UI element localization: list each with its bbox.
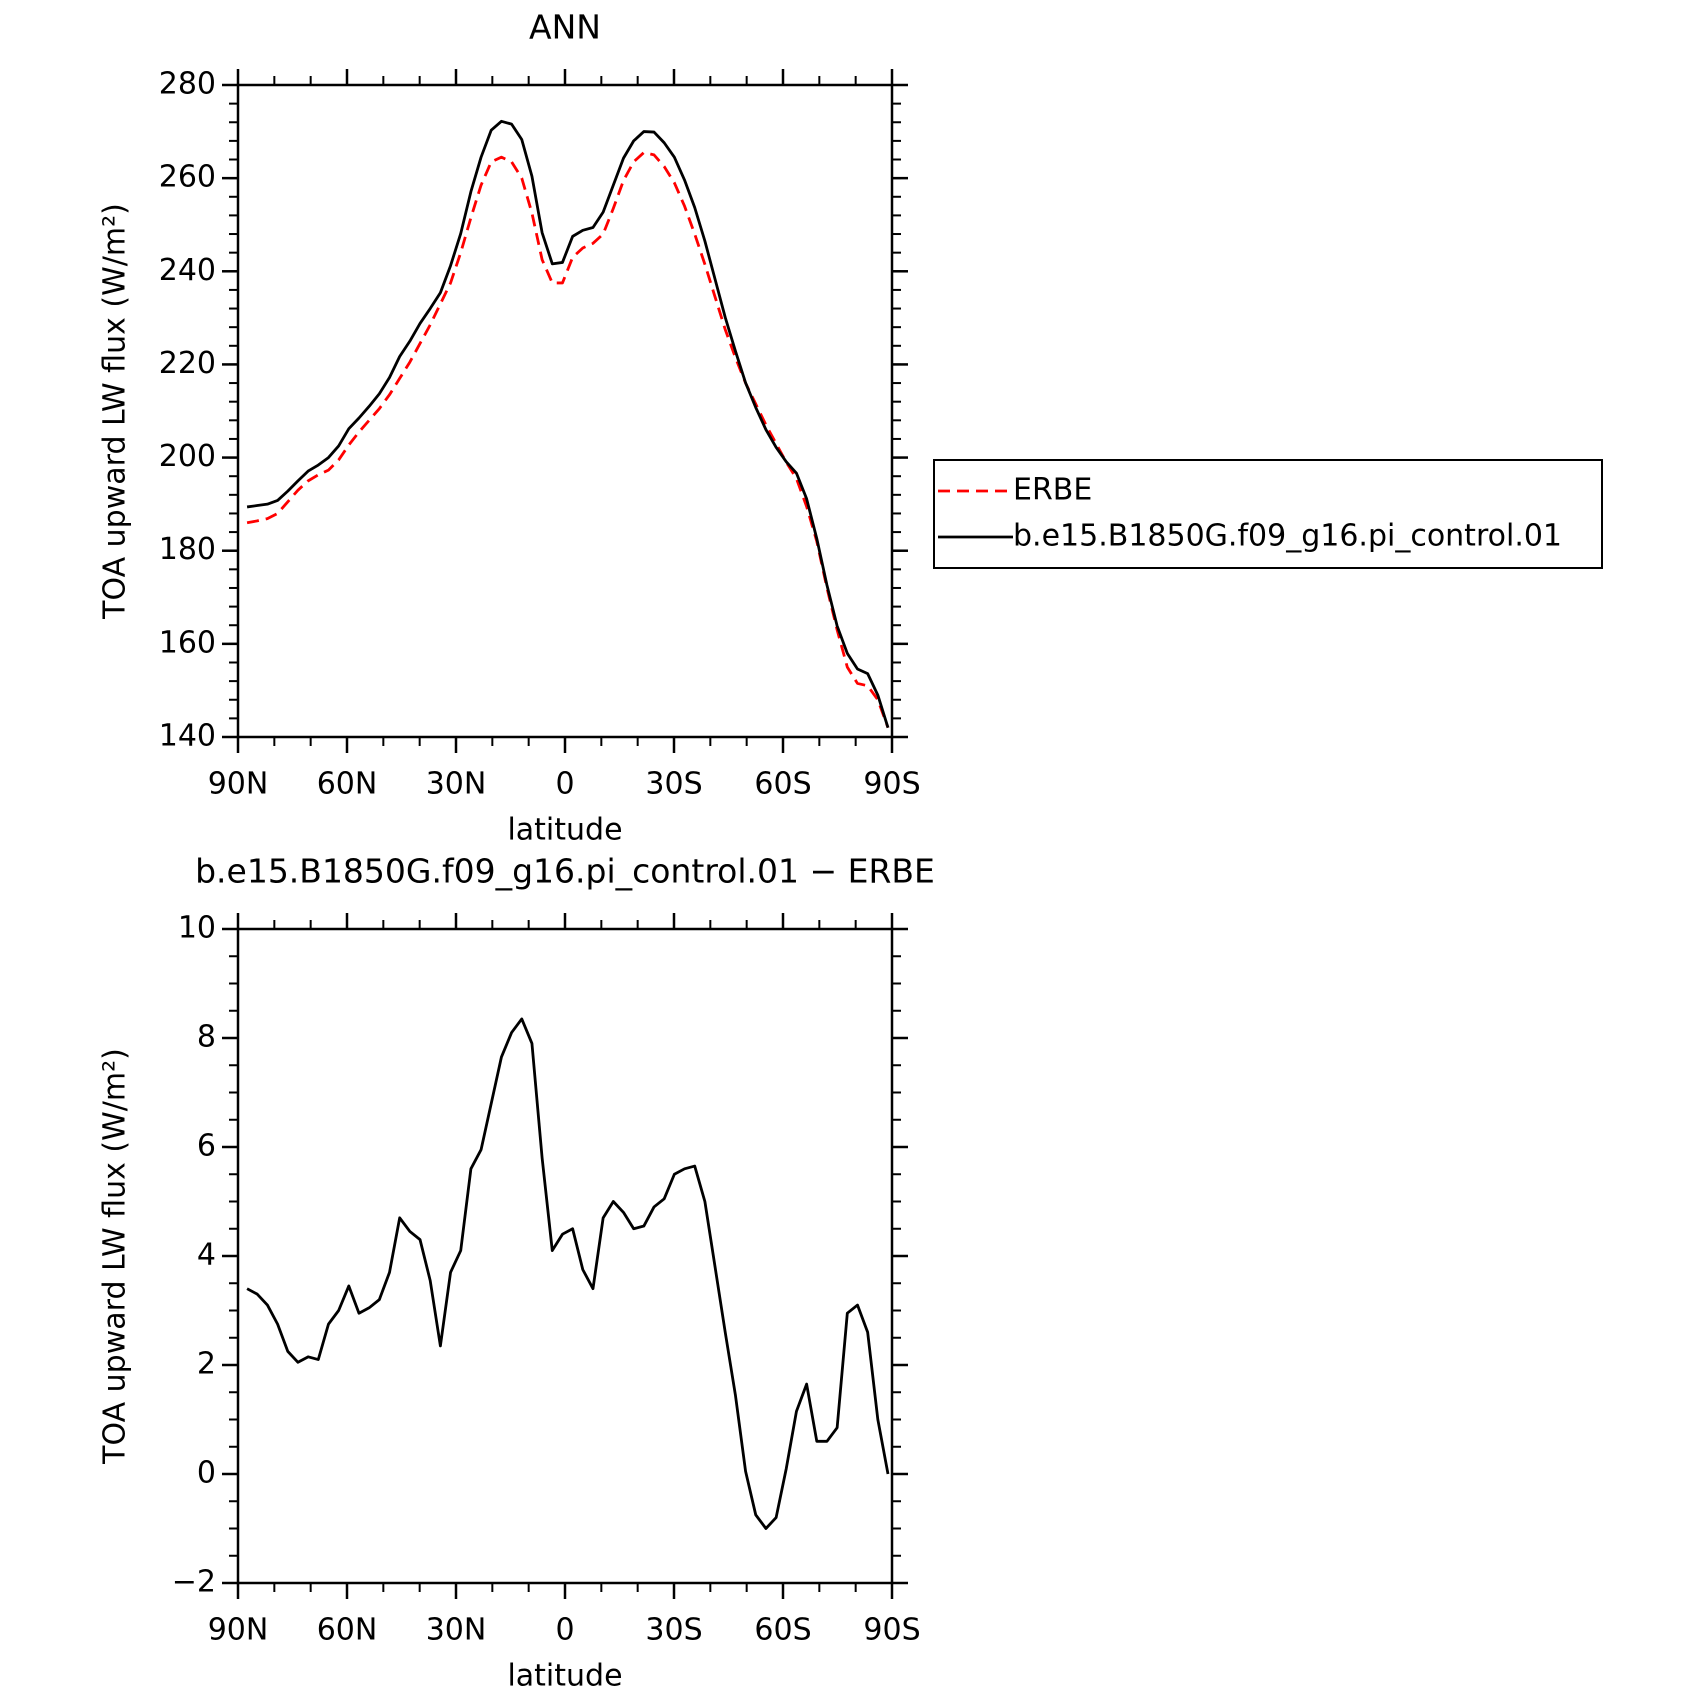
x-tick-label: 60N [317, 1613, 378, 1648]
y-tick-label: 180 [159, 532, 216, 567]
legend-box [933, 459, 1603, 569]
legend-label: b.e15.B1850G.f09_g16.pi_control.01 [1013, 519, 1562, 554]
y-tick-label: −2 [172, 1565, 216, 1600]
y-tick-label: 0 [197, 1456, 216, 1491]
y-tick-label: 8 [197, 1020, 216, 1055]
y-tick-label: 6 [197, 1129, 216, 1164]
x-tick-label: 60S [754, 1613, 811, 1648]
y-tick-label: 160 [159, 625, 216, 660]
chart-title: ANN [529, 8, 601, 47]
plot-frame [236, 83, 894, 739]
y-tick-label: 220 [159, 346, 216, 381]
x-tick-label: 90S [863, 767, 920, 802]
series-line [246, 1017, 890, 1530]
x-tick-label: 90N [208, 767, 269, 802]
x-tick-label: 0 [555, 1613, 574, 1648]
y-axis-label: TOA upward LW flux (W/m²) [98, 1048, 133, 1465]
x-tick-label: 90S [863, 1613, 920, 1648]
x-tick-label: 30S [645, 1613, 702, 1648]
chart-title: b.e15.B1850G.f09_g16.pi_control.01 − ERB… [195, 852, 935, 891]
plot-frame [236, 927, 894, 1585]
x-tick-label: 60S [754, 767, 811, 802]
y-tick-label: 200 [159, 439, 216, 474]
series-line [246, 119, 890, 729]
x-axis-label: latitude [507, 1659, 622, 1691]
x-tick-label: 30S [645, 767, 702, 802]
y-axis-label: TOA upward LW flux (W/m²) [98, 203, 133, 620]
x-tick-label: 30N [426, 767, 487, 802]
x-tick-label: 30N [426, 1613, 487, 1648]
y-tick-label: 140 [159, 719, 216, 754]
x-tick-label: 90N [208, 1613, 269, 1648]
y-tick-label: 240 [159, 253, 216, 288]
y-tick-label: 280 [159, 67, 216, 102]
x-axis-label: latitude [507, 813, 622, 848]
x-tick-label: 0 [555, 767, 574, 802]
y-tick-label: 4 [197, 1238, 216, 1273]
x-tick-label: 60N [317, 767, 378, 802]
y-tick-label: 10 [178, 911, 216, 946]
y-tick-label: 2 [197, 1347, 216, 1382]
legend-label: ERBE [1013, 473, 1092, 508]
y-tick-label: 260 [159, 160, 216, 195]
